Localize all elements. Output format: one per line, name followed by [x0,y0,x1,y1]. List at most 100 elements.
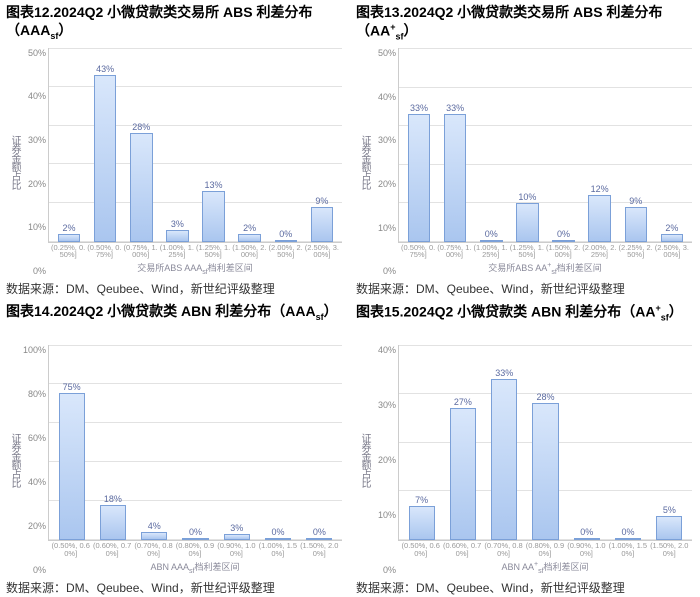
bar: 13% [196,48,232,242]
plot-region: 75% 18% 4% 0% 3% 0% 0% [48,345,342,542]
y-axis-label: 证券金额占比 [358,48,372,276]
bar: 5% [649,345,690,541]
bar-value-label: 3% [171,219,184,229]
bar-value-label: 9% [315,196,328,206]
bar: 0% [473,48,509,241]
bar: 0% [566,345,607,541]
x-axis-label: 交易所ABS AA+sf档利差区间 [398,260,692,276]
bar: 33% [401,48,437,241]
chart-title: 图表15.2024Q2 小微贷款类 ABN 利差分布（AA+sf） [356,303,694,339]
plot-region: 7% 27% 33% 28% 0% 0% 5% [398,345,692,542]
bar-value-label: 13% [205,180,223,190]
y-axis-ticks: 50%40%30%20%10%0% [22,48,48,277]
data-source-text: 数据来源：DM、Qeubee、Wind，新世纪评级整理 [6,575,344,595]
bar: 0% [257,345,298,541]
plot-region: 33% 33% 0% 10% 0% 12% 9% 2% [398,48,692,242]
bar: 3% [216,345,257,541]
bar-value-label: 5% [663,505,676,515]
chart-panel-c13: 图表13.2024Q2 小微贷款类交易所 ABS 利差分布（AA+sf） 证券金额… [350,0,700,299]
y-axis-label: 证券金额占比 [8,48,22,277]
bar-value-label: 33% [495,368,513,378]
bar-value-label: 0% [622,527,635,537]
bar-value-label: 9% [629,196,642,206]
bar-value-label: 12% [591,184,609,194]
bar: 2% [654,48,690,241]
bar-value-label: 18% [104,494,122,504]
bar-value-label: 0% [189,527,202,537]
bar: 27% [442,345,483,541]
bar: 2% [232,48,268,242]
y-axis-label: 证券金额占比 [358,345,372,575]
bar-value-label: 0% [279,229,292,239]
y-axis-label: 证券金额占比 [8,345,22,575]
x-axis-label: ABN AAAsf档利差区间 [48,559,342,575]
bar: 18% [92,345,133,541]
x-axis-categories: (0.50%, 0.60%](0.60%, 0.70%](0.70%, 0.80… [398,541,692,559]
bar-value-label: 3% [230,523,243,533]
bar: 9% [618,48,654,241]
bar-value-label: 0% [272,527,285,537]
y-axis-ticks: 50%40%30%20%10%0% [372,48,398,276]
x-axis-categories: (0.25%, 0.50%](0.50%, 0.75%](0.75%, 1.00… [48,243,342,261]
bar: 0% [607,345,648,541]
y-axis-ticks: 100%80%60%40%20%0% [22,345,48,575]
chart-area: 证券金额占比40%30%20%10%0% 7% 27% 33% 28% 0% 0% 5% (0.… [356,343,694,575]
bar: 0% [299,345,340,541]
chart-panel-c15: 图表15.2024Q2 小微贷款类 ABN 利差分布（AA+sf） 证券金额占比4… [350,299,700,597]
bar: 2% [51,48,87,242]
bar: 43% [87,48,123,242]
bar: 33% [437,48,473,241]
bar-value-label: 0% [313,527,326,537]
chart-grid: 图表12.2024Q2 小微贷款类交易所 ABS 利差分布（AAAsf） 证券金额… [0,0,700,597]
bar: 28% [123,48,159,242]
bar: 0% [175,345,216,541]
x-axis-label: ABN AA+sf档利差区间 [398,559,692,575]
bar-value-label: 75% [63,382,81,392]
chart-panel-c12: 图表12.2024Q2 小微贷款类交易所 ABS 利差分布（AAAsf） 证券金额… [0,0,350,299]
bar-value-label: 27% [454,397,472,407]
chart-area: 证券金额占比50%40%30%20%10%0% 33% 33% 0% 10% 0% 12% 9… [356,46,694,276]
x-axis-categories: (0.50%, 0.60%](0.60%, 0.70%](0.70%, 0.80… [48,541,342,559]
bar-value-label: 2% [665,223,678,233]
data-source-text: 数据来源：DM、Qeubee、Wind，新世纪评级整理 [356,276,694,296]
bar-value-label: 33% [410,103,428,113]
bar-value-label: 28% [536,392,554,402]
y-axis-ticks: 40%30%20%10%0% [372,345,398,575]
bar: 12% [582,48,618,241]
bars-container: 2% 43% 28% 3% 13% 2% 0% 9% [49,48,342,242]
chart-panel-c14: 图表14.2024Q2 小微贷款类 ABN 利差分布（AAAsf）证券金额占比1… [0,299,350,597]
bar: 33% [484,345,525,541]
bar-value-label: 0% [485,229,498,239]
bar: 4% [134,345,175,541]
bar: 28% [525,345,566,541]
data-source-text: 数据来源：DM、Qeubee、Wind，新世纪评级整理 [356,575,694,595]
plot-region: 2% 43% 28% 3% 13% 2% 0% 9% [48,48,342,243]
bar-value-label: 10% [518,192,536,202]
bar-value-label: 33% [446,103,464,113]
bar-value-label: 4% [148,521,161,531]
bar: 75% [51,345,92,541]
bar: 0% [546,48,582,241]
chart-area: 证券金额占比50%40%30%20%10%0% 2% 43% 28% 3% 13% 2% 0%… [6,46,344,277]
chart-title: 图表13.2024Q2 小微贷款类交易所 ABS 利差分布（AA+sf） [356,4,694,42]
chart-title: 图表12.2024Q2 小微贷款类交易所 ABS 利差分布（AAAsf） [6,4,344,42]
bar-value-label: 43% [96,64,114,74]
chart-area: 证券金额占比100%80%60%40%20%0% 75% 18% 4% 0% 3% 0% 0%… [6,343,344,575]
bar: 0% [268,48,304,242]
data-source-text: 数据来源：DM、Qeubee、Wind，新世纪评级整理 [6,276,344,296]
bars-container: 33% 33% 0% 10% 0% 12% 9% 2% [399,48,692,241]
x-axis-label: 交易所ABS AAAsf档利差区间 [48,260,342,276]
bar: 9% [304,48,340,242]
bar-value-label: 0% [580,527,593,537]
bar-value-label: 2% [243,223,256,233]
bar: 10% [509,48,545,241]
bar-value-label: 28% [132,122,150,132]
bar-value-label: 7% [415,495,428,505]
bar-value-label: 0% [557,229,570,239]
bars-container: 75% 18% 4% 0% 3% 0% 0% [49,345,342,541]
chart-title: 图表14.2024Q2 小微贷款类 ABN 利差分布（AAAsf） [6,303,344,339]
bar: 3% [159,48,195,242]
bar-value-label: 2% [63,223,76,233]
bars-container: 7% 27% 33% 28% 0% 0% 5% [399,345,692,541]
bar: 7% [401,345,442,541]
